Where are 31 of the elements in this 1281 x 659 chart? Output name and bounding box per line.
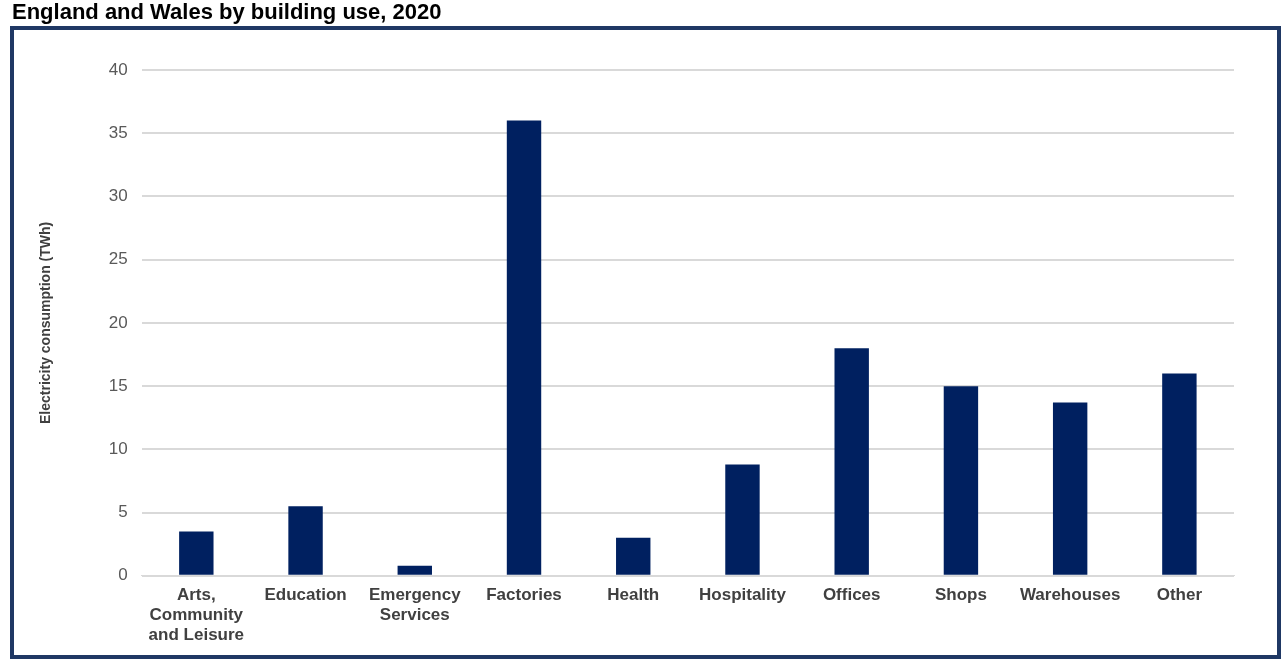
x-tick-label: Offices [822, 584, 881, 604]
chart-title: England and Wales by building use, 2020 [12, 0, 442, 24]
x-tick-label: Hospitality [699, 584, 787, 604]
x-tick-label: Factories [486, 584, 562, 604]
bar [725, 464, 760, 575]
bar [179, 531, 214, 575]
y-tick-label: 0 [118, 565, 128, 585]
x-tick-label: Arts, Community and Leisure [148, 584, 245, 645]
x-tick-label: Health [607, 584, 660, 604]
y-tick-label: 15 [108, 375, 128, 395]
y-tick-label: 40 [108, 59, 128, 79]
bar [397, 565, 432, 575]
bar [616, 537, 651, 575]
y-tick-label: 30 [108, 186, 128, 206]
y-tick-label: 25 [108, 249, 128, 269]
y-tick-label: 5 [118, 502, 128, 522]
x-tick-label: Emergency Services [368, 584, 462, 625]
x-tick-label: Shops [934, 584, 987, 604]
x-tick-label: Other [1156, 584, 1203, 604]
bar [288, 506, 323, 575]
y-tick-label: 35 [108, 122, 128, 142]
bar [943, 386, 979, 575]
y-tick-label: 20 [108, 312, 128, 332]
x-tick-label: Warehouses [1019, 584, 1121, 604]
x-tick-label: Education [264, 584, 347, 604]
bar [1052, 402, 1088, 575]
bar [834, 348, 869, 575]
y-axis-title: Electricity consumption (TWh) [37, 221, 54, 425]
bar [1162, 373, 1197, 575]
y-tick-label: 10 [108, 439, 128, 459]
bar [506, 120, 542, 575]
